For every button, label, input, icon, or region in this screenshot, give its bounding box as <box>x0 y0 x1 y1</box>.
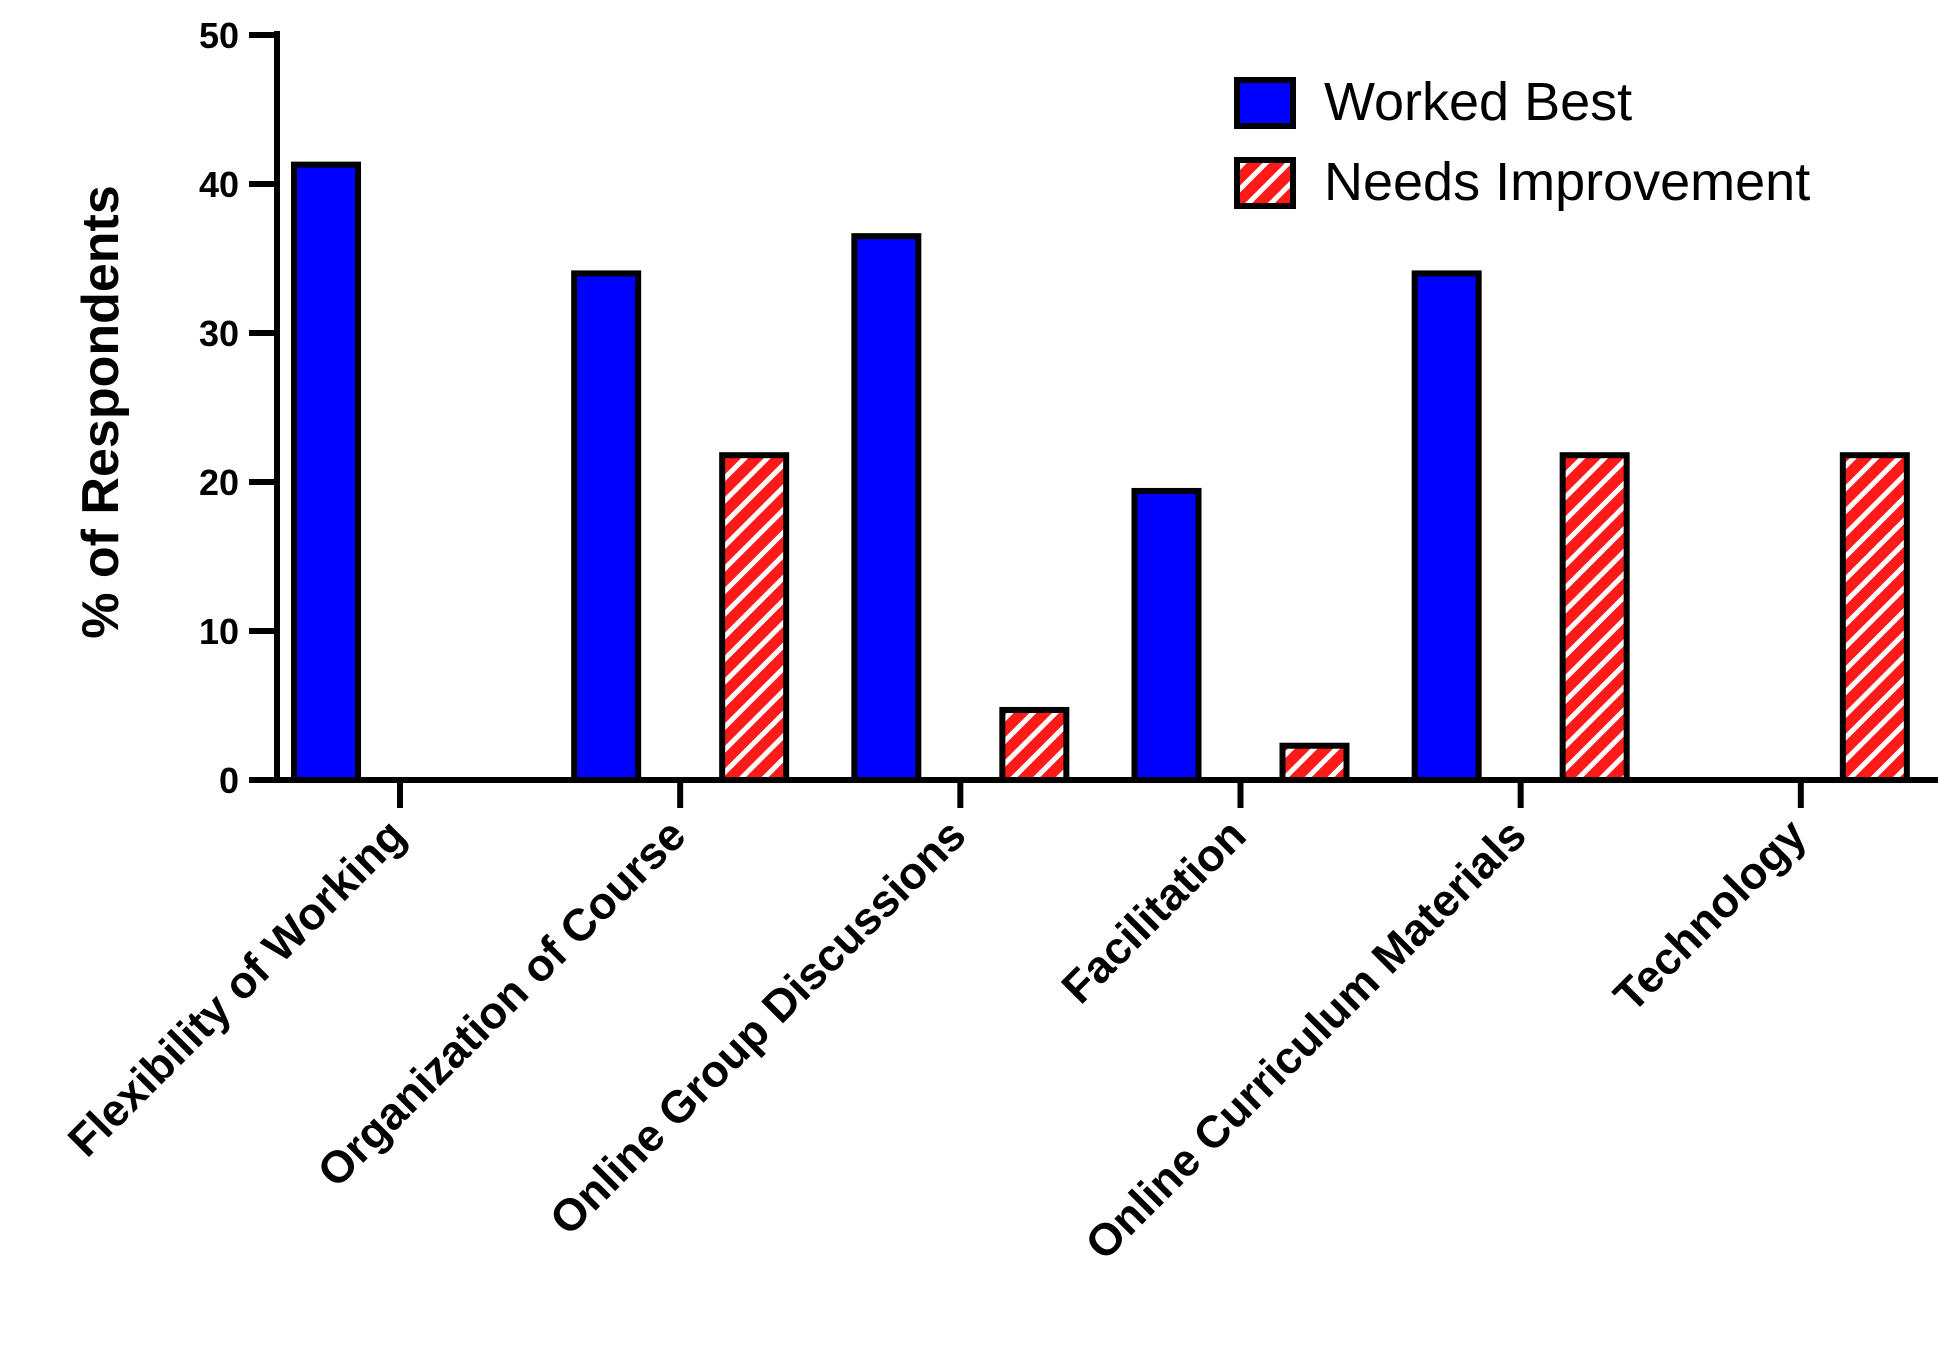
bars-layer <box>291 161 1910 783</box>
bar-worked-best <box>571 270 642 783</box>
y-tick-label: 10 <box>199 611 239 652</box>
bar-needs-improvement <box>1559 452 1630 783</box>
bar-needs-improvement <box>719 452 790 783</box>
bar-needs-improvement <box>1839 452 1910 783</box>
bar-worked-best <box>291 161 361 783</box>
legend: Worked Best Needs Improvement <box>1234 72 1810 212</box>
x-tick-label: Online Curriculum Materials <box>1075 809 1535 1269</box>
y-tick-label: 50 <box>199 15 239 56</box>
bar-worked-best <box>1131 487 1202 783</box>
bar-needs-improvement <box>999 706 1070 783</box>
legend-swatch-needs-improvement <box>1234 157 1296 209</box>
y-axis-label: % of Respondents <box>72 185 130 639</box>
bar-worked-best <box>851 233 922 783</box>
y-tick-label: 40 <box>199 164 239 205</box>
x-tick-label: Technology <box>1604 809 1816 1021</box>
bar-needs-improvement <box>1279 742 1350 783</box>
legend-label-worked-best: Worked Best <box>1324 72 1632 132</box>
y-tick-label: 30 <box>199 313 239 354</box>
bar-worked-best <box>1411 270 1482 783</box>
legend-swatch-worked-best <box>1234 77 1296 129</box>
y-tick-label: 0 <box>219 760 239 801</box>
x-tick-label: Facilitation <box>1052 809 1256 1013</box>
legend-label-needs-improvement: Needs Improvement <box>1324 152 1810 212</box>
y-tick-label: 20 <box>199 462 239 503</box>
